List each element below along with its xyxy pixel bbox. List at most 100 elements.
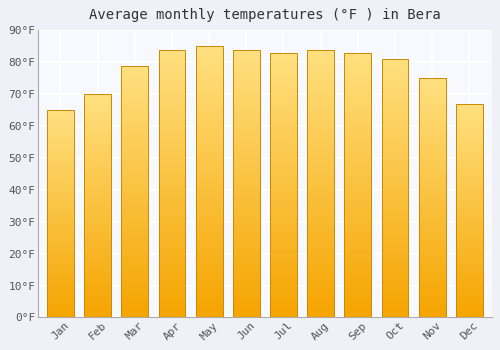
Bar	[382, 267, 408, 268]
Bar	[122, 313, 148, 314]
Bar	[456, 144, 482, 145]
Bar	[270, 139, 297, 140]
Bar	[382, 141, 408, 142]
Bar	[456, 150, 482, 151]
Bar	[456, 225, 482, 226]
Bar	[196, 292, 222, 293]
Bar	[344, 275, 371, 276]
Bar	[419, 108, 446, 110]
Bar	[122, 202, 148, 203]
Bar	[308, 99, 334, 100]
Bar	[84, 195, 111, 196]
Bar	[47, 305, 74, 306]
Bar	[344, 187, 371, 188]
Bar	[382, 94, 408, 95]
Bar	[122, 248, 148, 250]
Bar	[456, 132, 482, 133]
Bar	[419, 116, 446, 117]
Bar	[419, 312, 446, 313]
Bar	[233, 303, 260, 304]
Bar	[47, 147, 74, 148]
Bar	[196, 92, 222, 94]
Bar	[344, 184, 371, 185]
Bar	[158, 307, 186, 308]
Bar	[270, 308, 297, 309]
Bar	[47, 189, 74, 190]
Bar	[456, 114, 482, 116]
Bar	[344, 147, 371, 148]
Bar	[456, 128, 482, 130]
Bar	[308, 183, 334, 185]
Bar	[308, 175, 334, 177]
Bar	[419, 100, 446, 101]
Bar	[158, 98, 186, 99]
Bar	[308, 111, 334, 113]
Bar	[158, 139, 186, 141]
Bar	[344, 104, 371, 106]
Bar	[308, 123, 334, 125]
Bar	[122, 189, 148, 190]
Bar	[47, 260, 74, 261]
Bar	[84, 194, 111, 195]
Bar	[47, 172, 74, 173]
Bar	[196, 176, 222, 178]
Bar	[308, 155, 334, 157]
Bar	[344, 90, 371, 91]
Bar	[233, 75, 260, 76]
Bar	[382, 187, 408, 188]
Bar	[382, 132, 408, 133]
Bar	[419, 146, 446, 148]
Bar	[344, 67, 371, 69]
Bar	[270, 219, 297, 221]
Bar	[196, 270, 222, 271]
Bar	[419, 280, 446, 282]
Bar	[47, 259, 74, 260]
Bar	[270, 185, 297, 187]
Bar	[84, 235, 111, 236]
Bar	[456, 217, 482, 218]
Bar	[122, 187, 148, 188]
Bar	[308, 221, 334, 222]
Bar	[47, 311, 74, 312]
Bar	[158, 238, 186, 240]
Bar	[344, 161, 371, 163]
Bar	[158, 273, 186, 275]
Bar	[419, 106, 446, 107]
Bar	[270, 259, 297, 261]
Bar	[344, 216, 371, 217]
Bar	[47, 223, 74, 224]
Bar	[84, 299, 111, 300]
Bar	[84, 274, 111, 275]
Bar	[196, 49, 222, 50]
Bar	[122, 238, 148, 239]
Bar	[419, 117, 446, 118]
Bar	[233, 122, 260, 123]
Bar	[84, 285, 111, 286]
Bar	[270, 102, 297, 103]
Bar	[158, 251, 186, 252]
Bar	[308, 172, 334, 173]
Bar	[233, 135, 260, 137]
Bar	[344, 146, 371, 147]
Bar	[419, 229, 446, 230]
Bar	[196, 164, 222, 166]
Bar	[233, 146, 260, 147]
Bar	[47, 226, 74, 227]
Bar	[122, 127, 148, 128]
Bar	[196, 116, 222, 117]
Bar	[84, 254, 111, 255]
Bar	[382, 134, 408, 135]
Bar	[456, 110, 482, 111]
Bar	[382, 197, 408, 199]
Bar	[344, 60, 371, 61]
Bar	[308, 300, 334, 301]
Bar	[122, 166, 148, 168]
Bar	[196, 311, 222, 312]
Bar	[308, 78, 334, 79]
Bar	[158, 178, 186, 180]
Bar	[158, 126, 186, 127]
Bar	[47, 214, 74, 215]
Bar	[196, 89, 222, 90]
Bar	[456, 188, 482, 189]
Bar	[47, 316, 74, 317]
